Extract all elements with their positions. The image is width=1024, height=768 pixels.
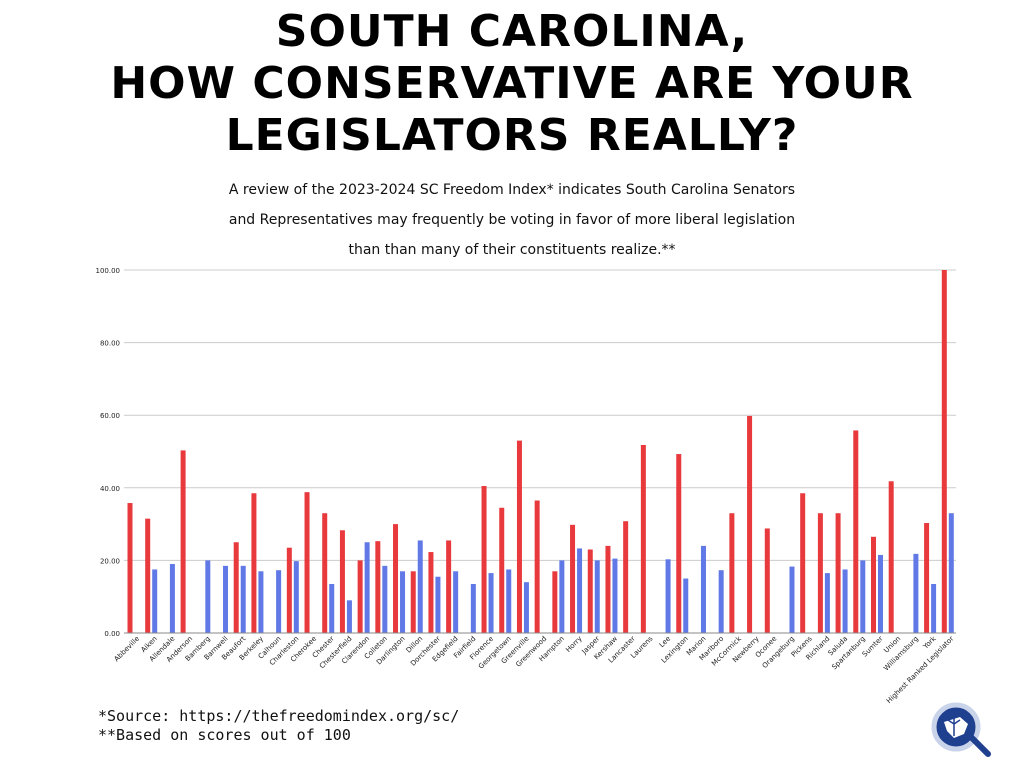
bar-blue-19 xyxy=(470,583,476,633)
bar-blue-4 xyxy=(205,560,211,633)
bar-red-3 xyxy=(180,450,186,633)
bar-blue-40 xyxy=(842,569,848,633)
bar-blue-32 xyxy=(700,545,706,633)
bar-blue-9 xyxy=(293,561,299,633)
bar-red-38 xyxy=(800,493,806,633)
bar-red-29 xyxy=(640,444,646,633)
score-note: **Based on scores out of 100 xyxy=(98,726,351,744)
y-tick-label: 60.00 xyxy=(100,412,120,420)
y-tick-label: 40.00 xyxy=(100,485,120,493)
bar-red-12 xyxy=(339,530,345,633)
subtitle-line-1: A review of the 2023-2024 SC Freedom Ind… xyxy=(228,182,796,198)
bar-red-6 xyxy=(233,542,239,633)
bar-blue-11 xyxy=(329,583,335,633)
bar-blue-22 xyxy=(523,582,529,633)
bar-blue-6 xyxy=(240,565,246,633)
bar-blue-21 xyxy=(506,569,512,633)
bar-red-35 xyxy=(747,415,753,633)
bar-blue-30 xyxy=(665,559,671,633)
bar-red-34 xyxy=(729,513,735,633)
bar-blue-46 xyxy=(948,513,954,633)
bar-blue-15 xyxy=(400,571,406,633)
bar-blue-41 xyxy=(860,560,866,633)
bar-red-43 xyxy=(888,481,894,633)
bar-blue-24 xyxy=(559,560,565,633)
bar-blue-18 xyxy=(453,571,459,633)
bar-blue-13 xyxy=(364,542,370,633)
bar-red-28 xyxy=(623,521,629,633)
bar-blue-25 xyxy=(577,548,583,633)
bar-red-18 xyxy=(446,540,452,633)
bar-blue-37 xyxy=(789,566,795,633)
bar-blue-17 xyxy=(435,576,441,633)
bar-red-27 xyxy=(605,545,611,633)
subtitle-line-3: than than many of their constituents rea… xyxy=(348,242,676,258)
bar-red-14 xyxy=(375,541,381,633)
bar-blue-2 xyxy=(169,564,175,633)
y-tick-label: 0.00 xyxy=(104,630,120,638)
y-tick-label: 80.00 xyxy=(100,340,120,348)
bar-blue-27 xyxy=(612,558,618,633)
bar-red-41 xyxy=(853,430,859,633)
bar-red-23 xyxy=(534,500,540,633)
bar-blue-12 xyxy=(346,600,352,633)
bar-blue-16 xyxy=(417,540,423,633)
chart-title: SOUTH CAROLINA, HOW CONSERVATIVE ARE YOU… xyxy=(0,6,1024,162)
bar-red-39 xyxy=(817,513,823,633)
bar-red-17 xyxy=(428,552,434,633)
bar-blue-33 xyxy=(718,570,724,633)
bar-blue-45 xyxy=(931,583,937,633)
chart-subtitle: A review of the 2023-2024 SC Freedom Ind… xyxy=(150,175,874,265)
bar-red-45 xyxy=(924,523,930,633)
bar-red-26 xyxy=(587,549,593,633)
bar-red-22 xyxy=(516,440,522,633)
x-tick-label: Lee xyxy=(658,635,672,649)
bar-red-40 xyxy=(835,513,841,633)
title-line-3: LEGISLATORS REALLY? xyxy=(225,110,799,161)
bar-blue-1 xyxy=(152,569,158,633)
bar-blue-20 xyxy=(488,573,494,633)
bar-red-9 xyxy=(286,547,292,633)
bar-red-11 xyxy=(322,513,328,633)
y-tick-label: 20.00 xyxy=(100,557,120,565)
bar-red-1 xyxy=(145,518,151,633)
bar-red-10 xyxy=(304,492,310,633)
bar-blue-5 xyxy=(223,565,229,633)
bar-blue-44 xyxy=(913,553,919,633)
bar-blue-14 xyxy=(382,565,388,633)
bar-red-24 xyxy=(552,571,558,633)
source-note: *Source: https://thefreedomindex.org/sc/ xyxy=(98,707,460,725)
subtitle-line-2: and Representatives may frequently be vo… xyxy=(228,212,796,228)
y-tick-label: 100.00 xyxy=(96,267,121,275)
palmetto-magnifier-icon xyxy=(931,702,991,757)
bar-red-15 xyxy=(393,524,399,633)
bar-red-21 xyxy=(499,507,505,633)
bar-red-13 xyxy=(357,560,363,633)
bar-red-20 xyxy=(481,485,487,633)
bar-chart: 0.0020.0040.0060.0080.00100.00AbbevilleA… xyxy=(96,267,956,705)
bar-blue-42 xyxy=(877,554,883,633)
bar-red-16 xyxy=(410,571,416,633)
title-line-1: SOUTH CAROLINA, xyxy=(275,6,749,57)
bar-blue-26 xyxy=(594,560,600,633)
bar-red-0 xyxy=(127,503,133,633)
footer: *Source: https://thefreedomindex.org/sc/… xyxy=(98,707,459,745)
title-line-2: HOW CONSERVATIVE ARE YOUR xyxy=(110,58,914,109)
bar-blue-8 xyxy=(276,570,282,633)
bar-red-46 xyxy=(941,270,947,633)
bar-blue-7 xyxy=(258,571,264,633)
bar-blue-39 xyxy=(824,573,830,633)
bar-red-25 xyxy=(570,524,576,633)
bar-blue-31 xyxy=(683,578,689,633)
bar-red-7 xyxy=(251,493,257,633)
bar-red-31 xyxy=(676,454,682,633)
bar-red-36 xyxy=(764,528,770,633)
x-tick-label: Abbeville xyxy=(113,635,141,663)
bar-red-42 xyxy=(870,536,876,633)
